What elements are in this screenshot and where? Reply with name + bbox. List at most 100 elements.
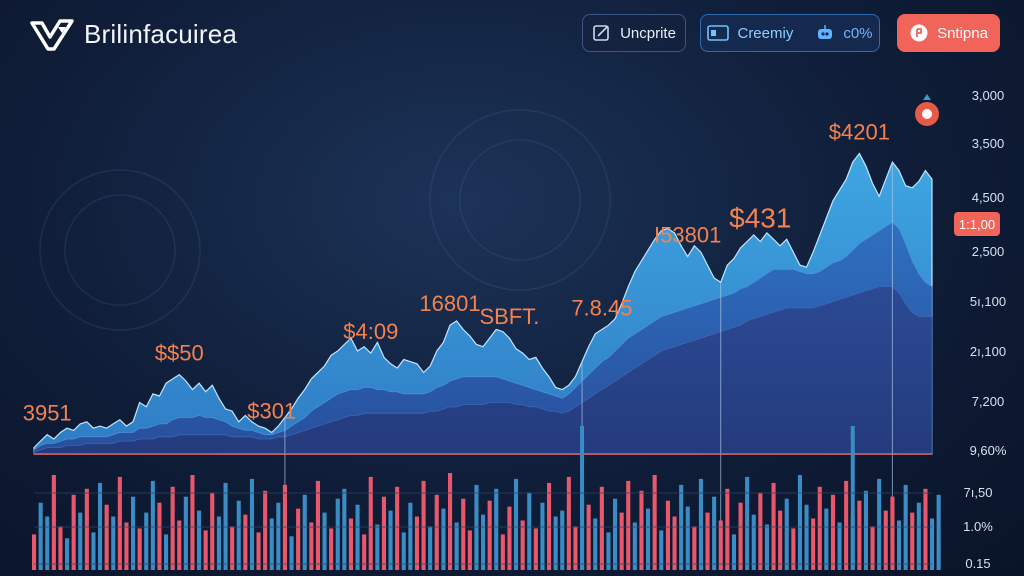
volume-bar bbox=[322, 512, 327, 570]
volume-bar bbox=[566, 476, 571, 570]
volume-bar bbox=[190, 475, 195, 570]
volume-bar bbox=[745, 476, 750, 570]
volume-bars-group bbox=[32, 426, 941, 570]
volume-spike-2 bbox=[850, 426, 855, 570]
y-axis-tick-label: 3,000 bbox=[972, 88, 1005, 103]
volume-bar bbox=[197, 510, 202, 570]
volume-bar bbox=[276, 502, 281, 570]
volume-bar bbox=[507, 506, 512, 570]
volume-bar bbox=[302, 494, 307, 570]
volume-bar bbox=[91, 532, 96, 570]
volume-bar bbox=[263, 490, 268, 570]
volume-bar bbox=[434, 494, 439, 570]
volume-bar bbox=[342, 488, 347, 570]
area-series-3 bbox=[33, 286, 933, 455]
volume-bar bbox=[903, 484, 908, 570]
volume-bar bbox=[348, 518, 353, 570]
volume-bar bbox=[553, 516, 558, 570]
volume-bar bbox=[659, 530, 664, 570]
annotation-label: $301 bbox=[247, 399, 296, 424]
volume-bar bbox=[811, 518, 816, 570]
volume-bar bbox=[910, 512, 915, 570]
volume-bar bbox=[269, 518, 274, 570]
robot-icon bbox=[818, 25, 833, 39]
volume-bar bbox=[461, 498, 466, 570]
volume-bar bbox=[481, 514, 486, 570]
annotation-label: SBFT. bbox=[479, 304, 539, 329]
volume-bar bbox=[71, 494, 76, 570]
volume-bar bbox=[883, 510, 888, 570]
uncprite-button[interactable]: Uncprite bbox=[582, 14, 686, 52]
volume-bar bbox=[844, 480, 849, 570]
volume-bar bbox=[897, 520, 902, 570]
uncprite-label: Uncprite bbox=[620, 24, 676, 42]
volume-bar bbox=[494, 488, 499, 570]
volume-bar bbox=[487, 500, 492, 570]
y-axis-tick-label: 2,500 bbox=[972, 244, 1005, 259]
volume-bar bbox=[672, 516, 677, 570]
annotation-label: 3951 bbox=[23, 401, 72, 426]
creemiy-secondary-value: c0% bbox=[843, 24, 873, 42]
volume-bar bbox=[32, 534, 37, 570]
volume-bar bbox=[183, 496, 188, 570]
sntipna-label: Sntipna bbox=[937, 24, 988, 42]
background-decoration bbox=[39, 109, 611, 331]
volume-bar bbox=[157, 502, 162, 570]
volume-bar bbox=[428, 526, 433, 570]
volume-bar bbox=[117, 476, 122, 570]
volume-bar bbox=[824, 508, 829, 570]
volume-bar bbox=[131, 496, 136, 570]
y-axis-tick-label: 2ı,100 bbox=[970, 344, 1006, 359]
volume-bar bbox=[923, 488, 928, 570]
volume-bar bbox=[368, 476, 373, 570]
volume-bar bbox=[692, 526, 697, 570]
area-series-group bbox=[33, 152, 933, 455]
volume-bar bbox=[414, 516, 419, 570]
peak-pin-icon bbox=[915, 94, 939, 126]
volume-bar bbox=[104, 504, 109, 570]
volume-bar bbox=[355, 504, 360, 570]
volume-bar bbox=[150, 480, 155, 570]
volume-bar bbox=[78, 512, 83, 570]
volume-bar bbox=[38, 502, 43, 570]
volume-bar bbox=[388, 510, 393, 570]
volume-bar bbox=[315, 480, 320, 570]
record-icon bbox=[910, 24, 928, 42]
volume-bar bbox=[626, 480, 631, 570]
creemiy-button[interactable]: Creemiy c0% bbox=[700, 14, 880, 52]
volume-bar bbox=[930, 518, 935, 570]
volume-bar bbox=[698, 478, 703, 570]
volume-bar bbox=[177, 520, 182, 570]
volume-bar bbox=[936, 494, 941, 570]
volume-bar bbox=[764, 524, 769, 570]
y-axis-tick-label: 7,200 bbox=[972, 394, 1005, 409]
annotation-label: $$50 bbox=[155, 341, 204, 366]
volume-bar bbox=[170, 486, 175, 570]
volume-bar bbox=[857, 500, 862, 570]
volume-bar bbox=[421, 480, 426, 570]
volume-bar bbox=[65, 538, 70, 570]
annotation-label: I53801 bbox=[654, 223, 721, 248]
volume-bar bbox=[606, 532, 611, 570]
volume-bar bbox=[665, 500, 670, 570]
volume-bar bbox=[679, 484, 684, 570]
volume-bar bbox=[401, 532, 406, 570]
volume-bar bbox=[593, 518, 598, 570]
y-axis-tick-label: 9,60% bbox=[970, 443, 1007, 458]
annotation-label: $4:09 bbox=[343, 319, 398, 344]
volume-bar bbox=[751, 514, 756, 570]
volume-bar bbox=[282, 484, 287, 570]
volume-bar bbox=[203, 530, 208, 570]
sntipna-button[interactable]: Sntipna bbox=[897, 14, 1000, 52]
volume-bar bbox=[652, 475, 657, 570]
volume-bar bbox=[329, 528, 334, 570]
volume-bar bbox=[514, 478, 519, 570]
volume-bar bbox=[474, 484, 479, 570]
volume-bar bbox=[454, 522, 459, 570]
volume-bar bbox=[797, 475, 802, 570]
volume-bar bbox=[236, 500, 241, 570]
volume-bar bbox=[467, 530, 472, 570]
compose-icon bbox=[593, 25, 609, 41]
volume-bar bbox=[586, 504, 591, 570]
